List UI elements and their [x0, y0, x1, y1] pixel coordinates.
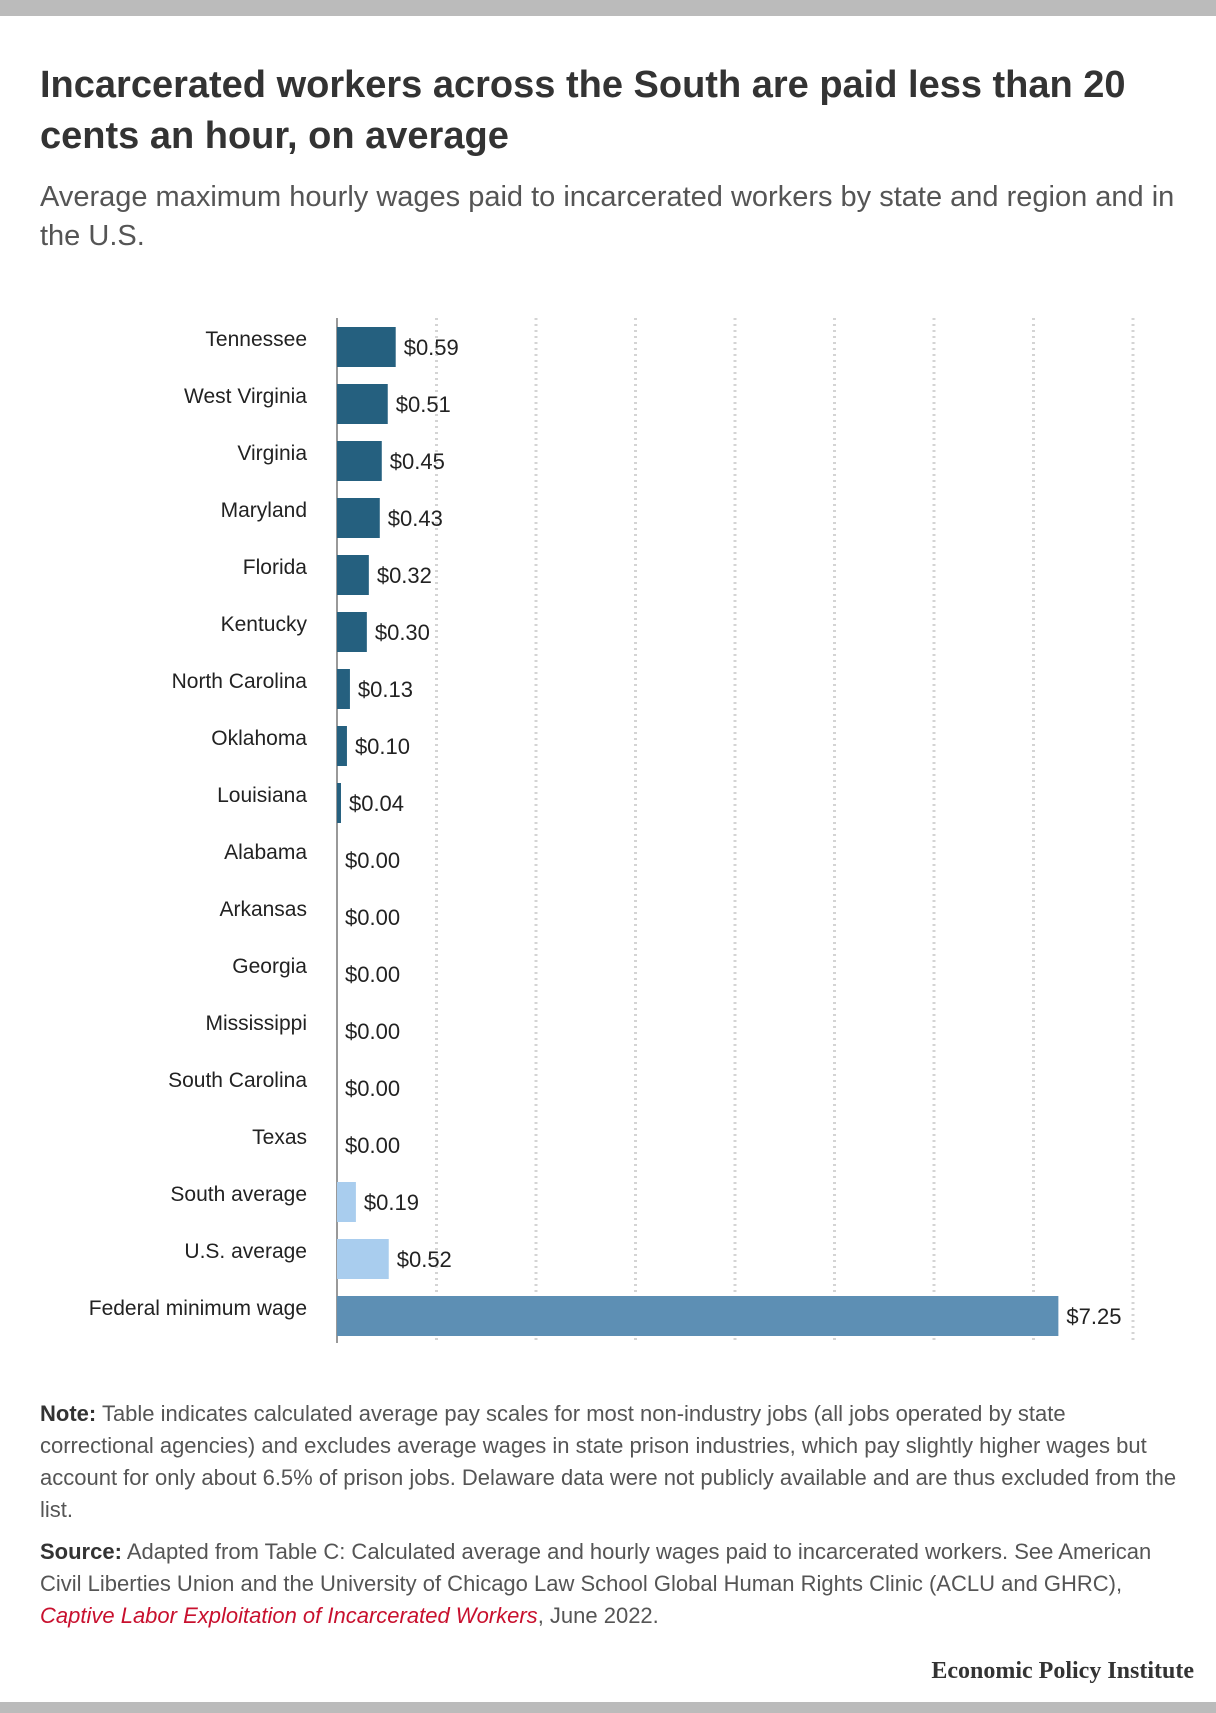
- value-label: $0.00: [345, 1019, 400, 1044]
- value-label: $0.52: [397, 1247, 452, 1272]
- value-label: $0.43: [388, 506, 443, 531]
- note-text: Table indicates calculated average pay s…: [40, 1401, 1177, 1522]
- category-label: Oklahoma: [211, 727, 307, 750]
- chart-subtitle: Average maximum hourly wages paid to inc…: [40, 181, 1175, 252]
- category-label: Arkansas: [219, 898, 307, 921]
- category-label: Virginia: [237, 442, 307, 465]
- category-label: Louisiana: [217, 784, 307, 807]
- bar: [337, 669, 350, 709]
- category-label: Alabama: [224, 841, 307, 864]
- value-label: $0.32: [377, 563, 432, 588]
- category-label: West Virginia: [184, 385, 307, 408]
- bar: [337, 783, 341, 823]
- bar: [337, 498, 380, 538]
- source-text: Adapted from Table C: Calculated average…: [40, 1539, 1152, 1596]
- bar: [337, 1239, 389, 1279]
- category-label: Florida: [243, 556, 308, 579]
- bar: [337, 441, 382, 481]
- bar-chart: Tennessee $0.59 West Virginia $0.51 Virginia…: [89, 318, 1135, 1343]
- value-label: $0.00: [345, 962, 400, 987]
- value-label: $0.19: [364, 1190, 419, 1215]
- value-label: $0.30: [375, 620, 430, 645]
- source-date: , June 2022.: [537, 1603, 659, 1628]
- category-label: South Carolina: [168, 1069, 307, 1092]
- bar: [337, 612, 367, 652]
- category-label: Maryland: [221, 499, 307, 522]
- category-label: U.S. average: [184, 1240, 307, 1263]
- value-label: $0.45: [390, 449, 445, 474]
- category-label: Kentucky: [221, 613, 308, 636]
- category-label: Texas: [252, 1126, 307, 1149]
- source-report-link[interactable]: Captive Labor Exploitation of Incarcerat…: [40, 1603, 538, 1628]
- bar: [337, 1182, 356, 1222]
- category-label: South average: [170, 1183, 307, 1206]
- category-label: Tennessee: [205, 328, 307, 351]
- chart-title: Incarcerated workers across the South ar…: [40, 64, 1126, 157]
- bar: [337, 1296, 1059, 1336]
- notes-section: Note: Table indicates calculated average…: [40, 1398, 1180, 1642]
- bar: [337, 555, 369, 595]
- bottom-border: [0, 1702, 1216, 1713]
- value-label: $0.10: [355, 734, 410, 759]
- value-label: $0.00: [345, 905, 400, 930]
- note-paragraph: Note: Table indicates calculated average…: [40, 1398, 1180, 1526]
- source-label: Source:: [40, 1539, 122, 1564]
- bar: [337, 327, 396, 367]
- value-label: $0.00: [345, 1133, 400, 1158]
- value-label: $0.59: [404, 335, 459, 360]
- category-label: Mississippi: [205, 1012, 307, 1035]
- value-label: $0.13: [358, 677, 413, 702]
- category-label: Federal minimum wage: [89, 1297, 307, 1320]
- source-paragraph: Source: Adapted from Table C: Calculated…: [40, 1536, 1180, 1632]
- note-label: Note:: [40, 1401, 97, 1426]
- value-label: $0.04: [349, 791, 404, 816]
- value-label: $0.00: [345, 1076, 400, 1101]
- brand-logo: Economic Policy Institute: [931, 1658, 1194, 1684]
- value-label: $0.00: [345, 848, 400, 873]
- bar: [337, 726, 347, 766]
- category-label: North Carolina: [172, 670, 308, 693]
- category-label: Georgia: [232, 955, 307, 978]
- value-label: $7.25: [1066, 1304, 1121, 1329]
- top-border: [0, 0, 1216, 16]
- bar: [337, 384, 388, 424]
- value-label: $0.51: [396, 392, 451, 417]
